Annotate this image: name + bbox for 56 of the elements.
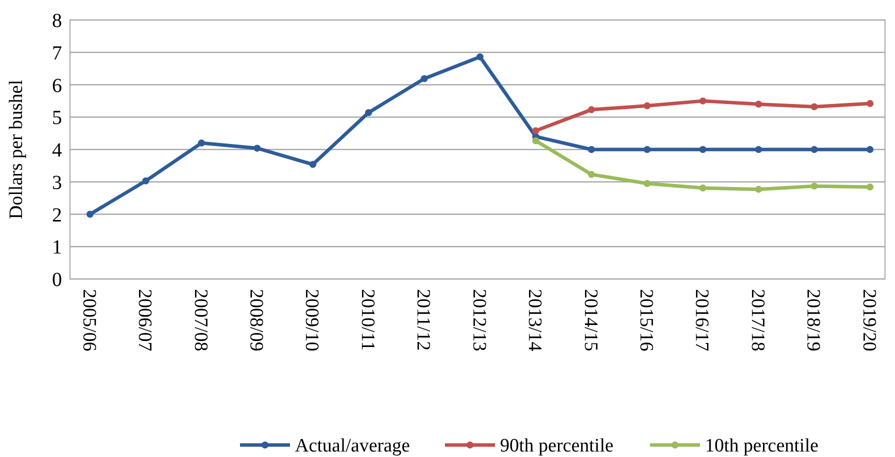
y-tick-label: 5 (52, 107, 62, 130)
x-tick-label: 2018/19 (802, 289, 824, 352)
point (644, 102, 651, 110)
y-tick-label: 1 (52, 236, 62, 259)
point (365, 109, 372, 116)
point (420, 75, 428, 82)
x-tick-label: 2006/07 (134, 289, 156, 352)
point (699, 146, 706, 153)
point (866, 146, 874, 153)
point (755, 146, 762, 153)
legend-label: 10th percentile (705, 436, 818, 457)
x-tick-label: 2011/12 (412, 289, 434, 351)
x-tick-label: 2013/14 (524, 289, 546, 352)
legend-label: Actual/average (295, 436, 410, 457)
point (810, 182, 818, 190)
x-tick-label: 2007/08 (190, 289, 211, 352)
y-tick-label: 2 (52, 204, 62, 226)
point (254, 144, 261, 152)
point (198, 140, 205, 147)
point (86, 210, 94, 218)
point (810, 146, 818, 153)
y-tick-label: 0 (52, 269, 62, 291)
y-tick-label: 8 (52, 10, 62, 32)
x-tick-label: 2014/15 (580, 289, 601, 352)
point (755, 100, 762, 108)
point (532, 137, 540, 144)
point (532, 127, 540, 134)
y-tick-label: 6 (52, 74, 62, 97)
y-tick-label: 4 (52, 140, 62, 162)
x-tick-label: 2019/20 (858, 289, 880, 352)
y-tick-label: 3 (52, 172, 62, 194)
y-tick-label: 7 (52, 42, 62, 64)
point (755, 186, 762, 193)
y-axis-title: Dollars per bushel (6, 80, 27, 220)
point (588, 170, 595, 178)
point (866, 184, 874, 191)
point (644, 146, 651, 153)
legend-label: 90th percentile (500, 436, 614, 457)
x-tick-label: 2016/17 (691, 289, 712, 352)
point (309, 160, 316, 168)
x-tick-label: 2017/18 (746, 289, 768, 352)
x-tick-label: 2008/09 (245, 289, 266, 352)
point (699, 184, 706, 192)
point (810, 103, 818, 110)
point (476, 53, 484, 60)
point (588, 146, 595, 153)
x-tick-label: 2012/13 (468, 289, 490, 352)
x-tick-label: 2015/16 (635, 289, 656, 352)
x-tick-label: 2009/10 (301, 289, 322, 352)
point (866, 100, 874, 108)
point (699, 97, 706, 104)
point (644, 180, 651, 187)
point (142, 177, 150, 184)
x-tick-label: 2010/11 (356, 289, 378, 351)
x-tick-label: 2005/06 (78, 289, 100, 352)
point (588, 106, 595, 114)
